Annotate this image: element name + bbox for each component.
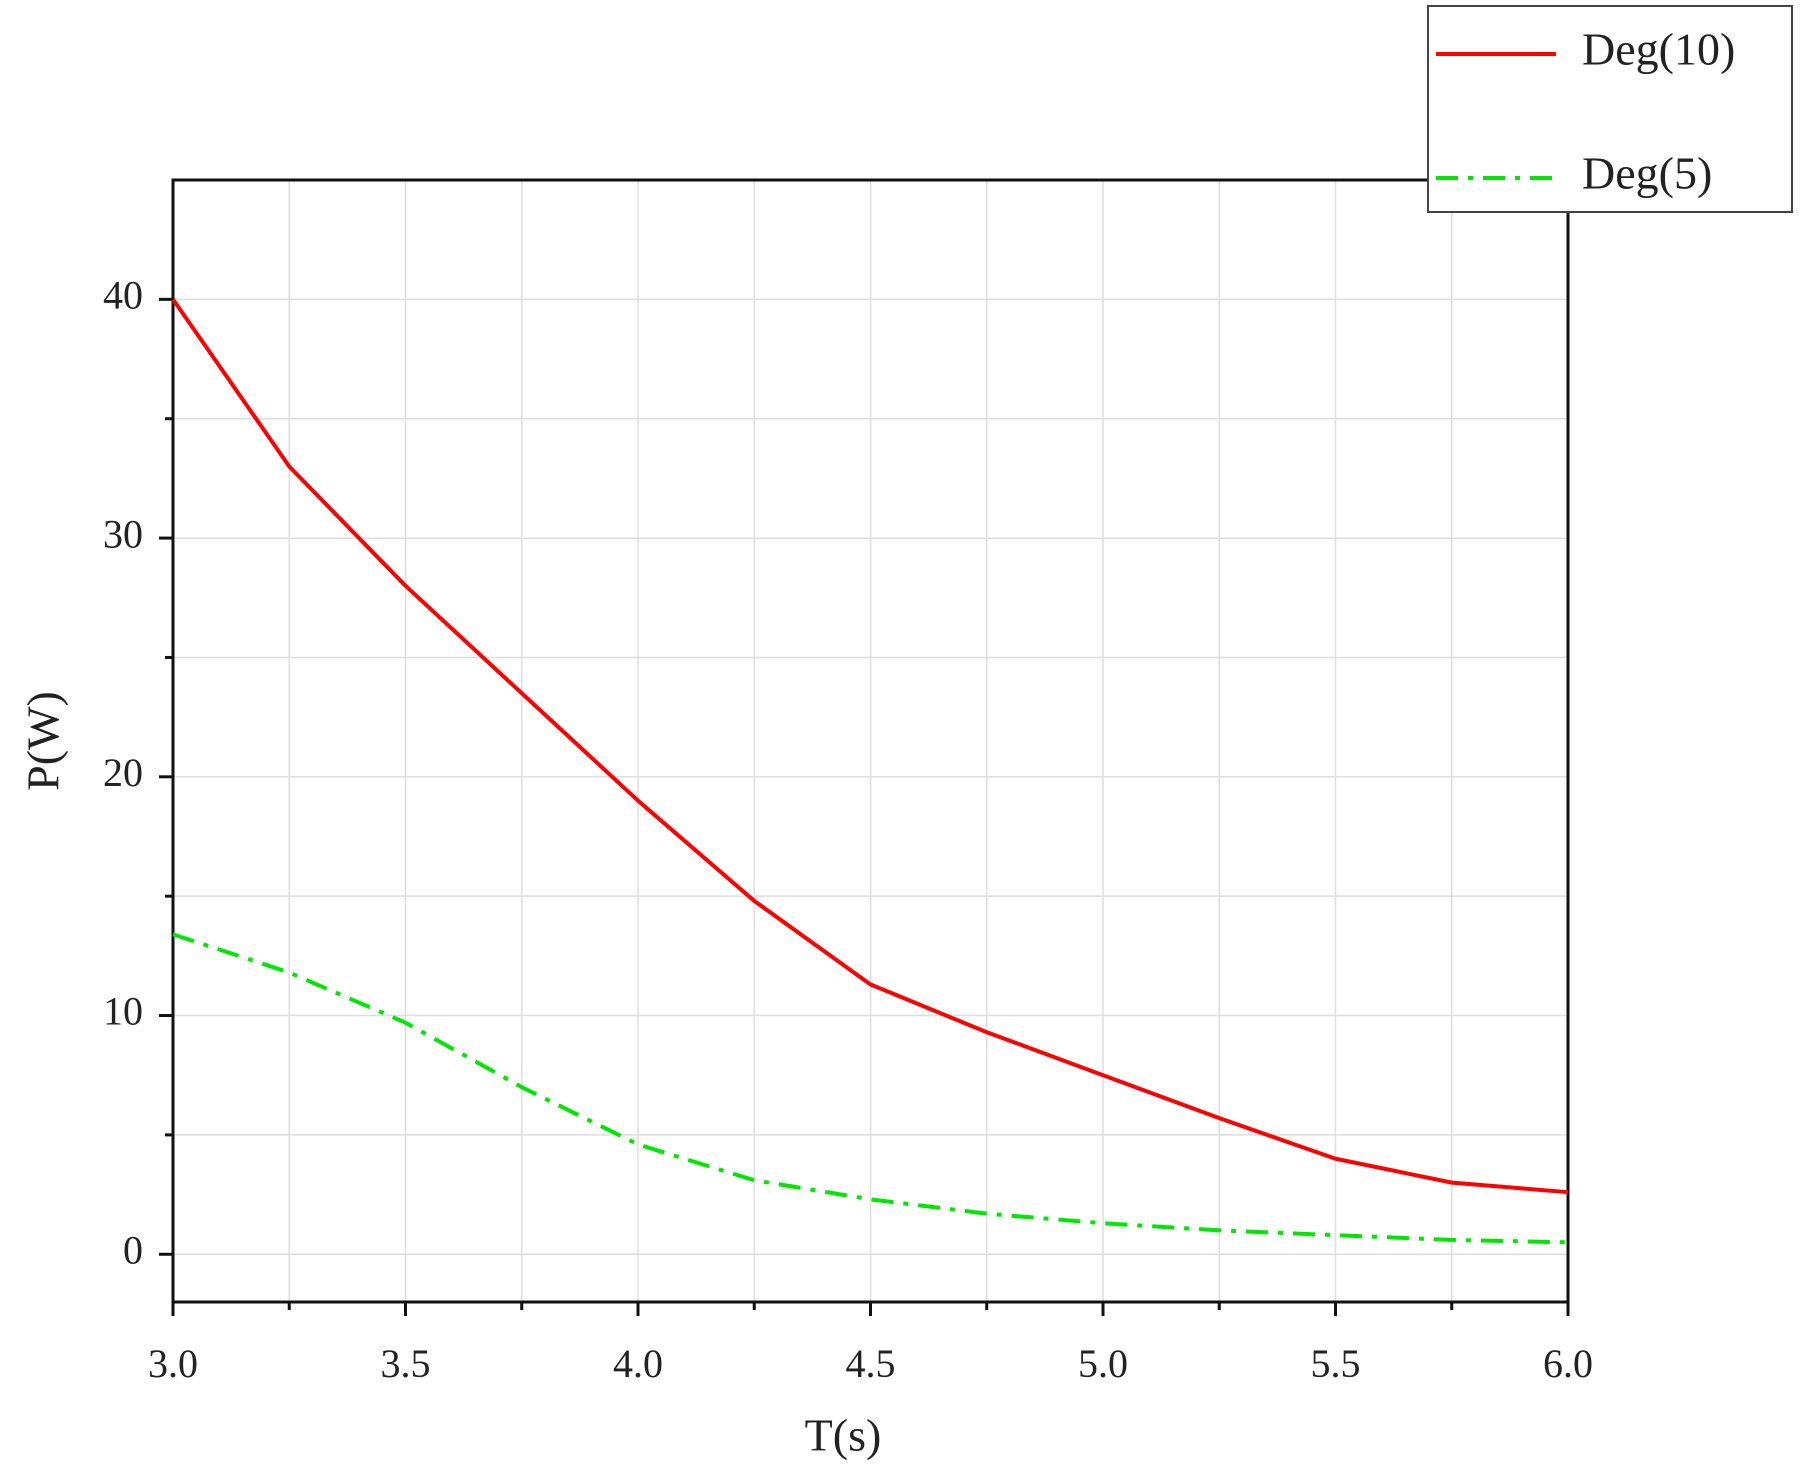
x-tick-label: 5.5 — [1311, 1341, 1361, 1386]
x-tick-label: 6.0 — [1543, 1341, 1593, 1386]
x-axis-label: T(s) — [805, 1410, 882, 1461]
x-tick-label: 4.0 — [613, 1341, 663, 1386]
legend-label: Deg(5) — [1582, 148, 1712, 199]
y-tick-label: 30 — [103, 511, 143, 556]
y-axis-label: P(W) — [18, 691, 69, 791]
y-tick-label: 40 — [103, 273, 143, 318]
x-tick-label: 5.0 — [1078, 1341, 1128, 1386]
x-tick-label: 3.5 — [381, 1341, 431, 1386]
x-tick-label: 3.0 — [148, 1341, 198, 1386]
y-tick-label: 0 — [123, 1227, 143, 1272]
series-line — [171, 298, 1569, 1195]
y-tick-label: 20 — [103, 750, 143, 795]
legend-label: Deg(10) — [1582, 24, 1735, 75]
x-tick-label: 4.5 — [846, 1341, 896, 1386]
y-tick-label: 10 — [103, 989, 143, 1034]
series-line — [172, 932, 1569, 1245]
